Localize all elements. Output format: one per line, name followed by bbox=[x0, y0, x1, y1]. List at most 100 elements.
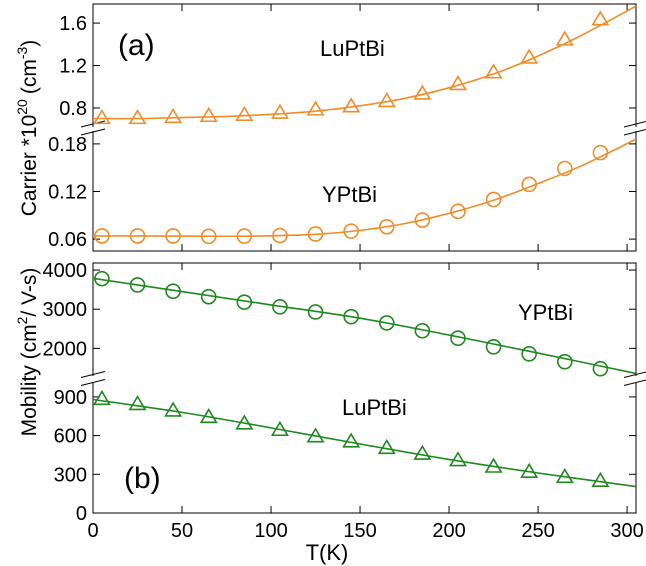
data-point-luptbi bbox=[448, 451, 467, 467]
data-point-luptbi bbox=[591, 471, 610, 487]
axis-break-left bbox=[85, 376, 101, 383]
axis-break-mark bbox=[623, 371, 646, 378]
data-point-luptbi bbox=[591, 10, 610, 26]
x-axis-label: T(K) bbox=[306, 540, 349, 565]
data-point-luptbi bbox=[377, 438, 396, 455]
data-point-yptbi bbox=[450, 203, 466, 220]
plot-frame bbox=[92, 262, 637, 514]
data-point-yptbi bbox=[200, 288, 217, 305]
data-point-luptbi bbox=[413, 84, 432, 100]
data-point-luptbi bbox=[413, 444, 432, 460]
data-point-luptbi bbox=[199, 106, 218, 123]
fit-line-yptbi bbox=[92, 277, 637, 375]
data-point-yptbi bbox=[307, 226, 324, 242]
axis-break-mark bbox=[623, 120, 646, 128]
x-tick-label: 200 bbox=[432, 520, 465, 542]
data-point-yptbi bbox=[556, 353, 573, 370]
data-point-luptbi bbox=[342, 432, 361, 448]
data-point-luptbi bbox=[235, 105, 254, 121]
data-point-luptbi bbox=[520, 462, 539, 478]
x-tick-label: 300 bbox=[610, 520, 643, 542]
y-tick-label: 900 bbox=[54, 387, 87, 409]
data-point-luptbi bbox=[270, 420, 289, 437]
data-point-yptbi bbox=[272, 299, 288, 315]
x-tick-label: 150 bbox=[343, 520, 376, 542]
axis-break-right bbox=[628, 127, 644, 131]
annotation-luptbi-carrier: LuPtBi bbox=[320, 36, 385, 61]
data-point-luptbi bbox=[306, 100, 325, 116]
data-point-yptbi bbox=[165, 283, 181, 299]
axis-break-mark bbox=[80, 371, 106, 378]
data-point-yptbi bbox=[343, 223, 359, 239]
y-axis-label-carrier: Carrier *1020(cm-3) bbox=[14, 40, 41, 217]
y-tick-label: 2000 bbox=[43, 338, 88, 360]
data-point-yptbi bbox=[521, 346, 537, 362]
data-point-yptbi bbox=[556, 160, 573, 177]
y-tick-label: 1.6 bbox=[59, 13, 87, 35]
carrier-panel: 0.8 1.2 1.6 0.06 0.12 0.18 bbox=[48, 3, 646, 252]
data-point-yptbi bbox=[94, 228, 110, 244]
data-point-yptbi bbox=[485, 191, 502, 208]
fit-line-luptbi bbox=[92, 5, 637, 120]
axis-break-mark bbox=[623, 128, 646, 136]
data-point-yptbi bbox=[414, 212, 431, 228]
data-point-luptbi bbox=[377, 92, 396, 108]
data-point-luptbi bbox=[342, 97, 361, 113]
data-point-yptbi bbox=[378, 219, 395, 235]
y-tick-label: 0.18 bbox=[48, 134, 87, 156]
data-point-yptbi bbox=[485, 339, 502, 355]
data-point-yptbi bbox=[592, 360, 609, 377]
data-point-luptbi bbox=[520, 48, 539, 64]
data-point-luptbi bbox=[199, 407, 218, 424]
data-point-yptbi bbox=[414, 322, 431, 339]
y-tick-label: 0.06 bbox=[48, 229, 87, 251]
data-point-yptbi bbox=[343, 308, 359, 325]
y-tick-label: 0.8 bbox=[59, 98, 87, 120]
data-point-luptbi bbox=[128, 109, 147, 125]
data-point-yptbi bbox=[236, 228, 253, 244]
y-tick-label: 600 bbox=[54, 426, 87, 448]
fit-line-luptbi bbox=[92, 398, 637, 488]
data-point-luptbi bbox=[448, 75, 467, 91]
data-point-luptbi bbox=[484, 457, 503, 473]
y-tick-label: 3000 bbox=[43, 299, 88, 321]
data-point-yptbi bbox=[307, 304, 324, 320]
x-tick-label: 250 bbox=[521, 520, 554, 542]
annotation-yptbi-carrier: YPtBi bbox=[322, 182, 377, 207]
data-point-luptbi bbox=[128, 395, 147, 411]
data-point-luptbi bbox=[92, 109, 111, 125]
y-tick-label: 0 bbox=[76, 503, 87, 525]
x-tick-label: 0 bbox=[87, 520, 98, 542]
data-point-yptbi bbox=[129, 277, 146, 293]
fit-line-yptbi bbox=[92, 138, 637, 238]
y-tick-label: 4000 bbox=[43, 260, 88, 282]
x-tick-label: 50 bbox=[171, 520, 193, 542]
panel-label-b: (b) bbox=[124, 462, 161, 495]
y-tick-label: 300 bbox=[54, 464, 87, 486]
data-point-yptbi bbox=[592, 144, 609, 161]
data-point-yptbi bbox=[165, 228, 181, 244]
data-point-yptbi bbox=[450, 330, 466, 346]
annotation-yptbi-mobility: YPtBi bbox=[518, 300, 573, 325]
axis-break-right bbox=[628, 376, 644, 383]
data-point-yptbi bbox=[236, 294, 253, 310]
y-tick-label: 1.2 bbox=[59, 56, 87, 78]
y-axis-label-mobility: Mobility (cm2/ V-s) bbox=[14, 268, 41, 437]
data-point-luptbi bbox=[306, 427, 325, 443]
data-point-luptbi bbox=[164, 107, 183, 124]
annotation-luptbi-mobility: LuPtBi bbox=[342, 395, 407, 420]
data-point-yptbi bbox=[378, 315, 395, 331]
axis-break-mark bbox=[80, 128, 106, 136]
data-point-yptbi bbox=[521, 176, 537, 193]
data-point-luptbi bbox=[555, 467, 574, 484]
panel-label-a: (a) bbox=[118, 29, 155, 62]
data-point-luptbi bbox=[92, 389, 111, 406]
data-point-yptbi bbox=[200, 228, 217, 245]
x-tick-label: 100 bbox=[254, 520, 287, 542]
data-point-yptbi bbox=[272, 227, 288, 244]
axis-break-mark bbox=[80, 379, 106, 386]
y-tick-label: 0.12 bbox=[48, 182, 87, 204]
axis-break-left bbox=[85, 127, 101, 131]
data-point-yptbi bbox=[94, 270, 110, 287]
